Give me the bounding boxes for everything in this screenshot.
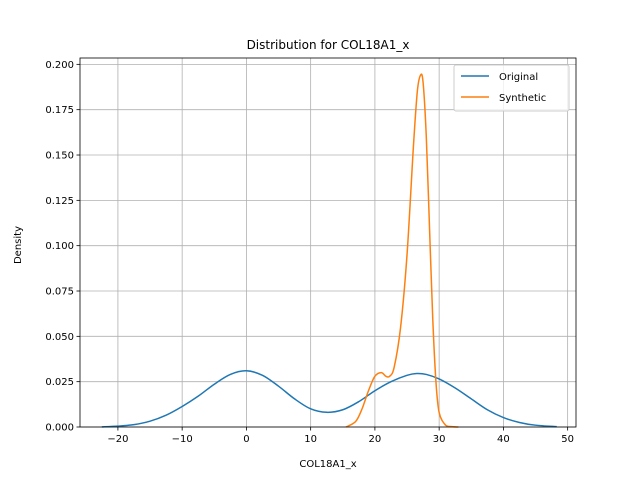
x-tick-label: 20 <box>369 434 382 445</box>
x-tick-label: 10 <box>304 434 317 445</box>
y-tick-label: 0.075 <box>45 287 74 298</box>
y-tick-label: 0.100 <box>45 241 74 252</box>
x-axis-label: COL18A1_x <box>299 459 356 470</box>
y-tick-label: 0.200 <box>45 60 74 71</box>
y-tick-label: 0.000 <box>45 423 74 434</box>
series-line-original <box>101 370 557 428</box>
x-tick-label: −20 <box>107 434 128 445</box>
grid <box>80 58 576 428</box>
x-tick-label: 0 <box>243 434 249 445</box>
legend-label-synthetic: Synthetic <box>499 93 546 104</box>
plot-frame <box>79 57 577 428</box>
y-tick-label: 0.025 <box>45 377 74 388</box>
y-tick-label: 0.050 <box>45 332 74 343</box>
series-line-synthetic <box>345 73 459 428</box>
chart-title: Distribution for COL18A1_x <box>247 38 410 52</box>
legend: Original Synthetic <box>453 64 570 112</box>
y-axis-label: Density <box>13 226 24 264</box>
y-tick-label: 0.125 <box>45 196 74 207</box>
tick-labels: −20 −10 0 10 20 30 40 50 0.000 0.025 0.050 0.075 0.1… <box>45 60 574 445</box>
series-layer <box>101 73 557 428</box>
x-tick-label: 50 <box>561 434 574 445</box>
x-tick-label: 30 <box>433 434 446 445</box>
legend-label-original: Original <box>499 72 538 83</box>
y-tick-label: 0.150 <box>45 151 74 162</box>
x-tick-label: 40 <box>497 434 510 445</box>
x-tick-label: −10 <box>172 434 193 445</box>
y-tick-label: 0.175 <box>45 105 74 116</box>
ticks <box>76 63 569 431</box>
